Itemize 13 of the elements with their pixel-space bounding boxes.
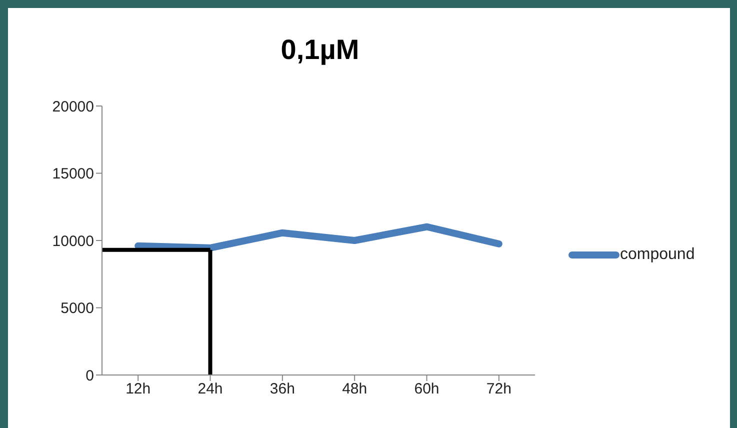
chart-title: 0,1µM [280, 34, 360, 66]
legend-label: compound [620, 246, 695, 264]
y-tick-label: 0 [86, 367, 94, 384]
y-tick-label: 20000 [52, 98, 94, 116]
x-tick-label: 24h [198, 380, 223, 398]
y-tick-label: 10000 [52, 232, 94, 250]
x-tick-label: 72h [486, 380, 512, 398]
y-tick-label: 5000 [60, 300, 94, 318]
y-tick-label: 15000 [52, 166, 94, 183]
x-tick-label: 60h [414, 380, 440, 398]
x-tick-label: 36h [270, 380, 295, 398]
x-tick-label: 48h [342, 380, 368, 398]
x-tick-label: 12h [126, 380, 151, 398]
